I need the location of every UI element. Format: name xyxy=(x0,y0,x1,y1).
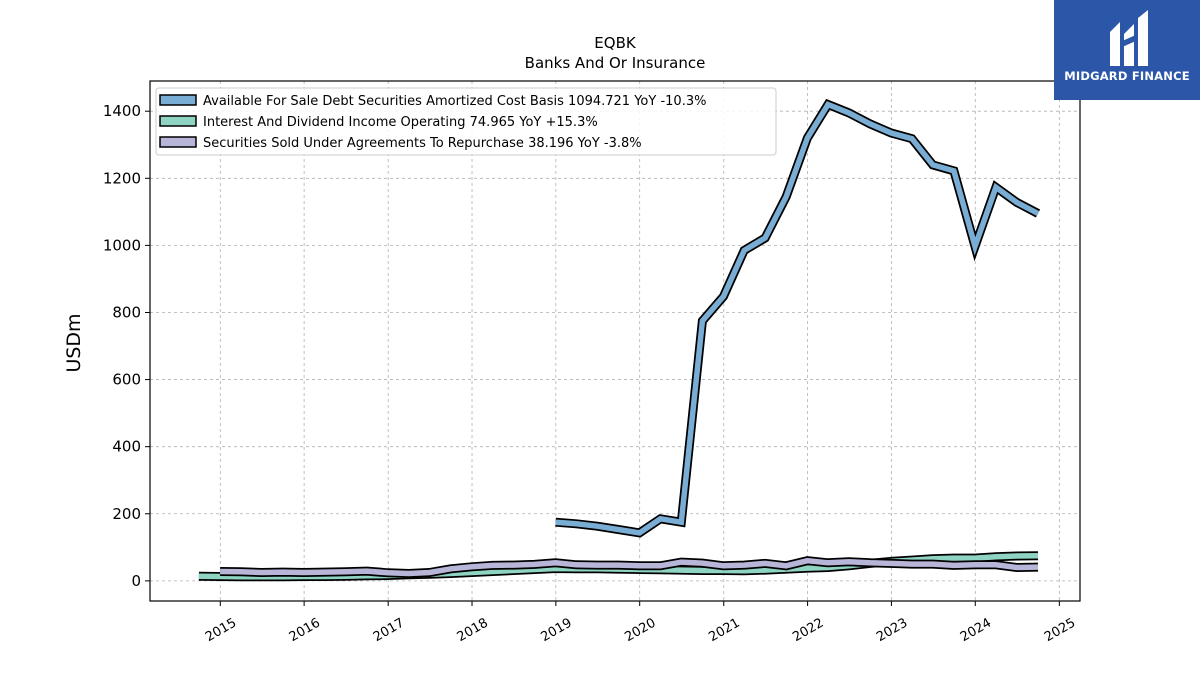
x-tick-label: 2022 xyxy=(790,616,826,646)
x-tick-label: 2023 xyxy=(874,616,910,646)
chart-title: EQBK xyxy=(594,34,637,52)
series-layer xyxy=(198,98,1041,582)
legend-box xyxy=(155,87,777,156)
series-1 xyxy=(555,98,1041,538)
x-tick-label: 2025 xyxy=(1042,616,1078,646)
y-tick-label: 1400 xyxy=(103,102,141,120)
x-tick-label: 2019 xyxy=(539,616,575,646)
y-axis-label: USDm xyxy=(63,313,85,372)
legend-swatch xyxy=(159,136,197,148)
y-tick-label: 800 xyxy=(112,303,141,321)
x-tick-label: 2018 xyxy=(455,616,491,646)
y-tick-label: 200 xyxy=(112,505,141,523)
series-line xyxy=(220,557,1039,577)
series-line xyxy=(555,101,1040,536)
legend-swatch xyxy=(159,94,197,106)
legend-label: Available For Sale Debt Securities Amort… xyxy=(203,94,706,109)
legend-label: Securities Sold Under Agreements To Repu… xyxy=(203,136,642,151)
y-tick-label: 600 xyxy=(112,371,141,389)
series-3 xyxy=(220,556,1039,579)
y-tick-label: 1000 xyxy=(103,236,141,254)
x-tick-label: 2017 xyxy=(371,616,407,646)
legend-label: Interest And Dividend Income Operating 7… xyxy=(203,115,598,130)
plot-frame xyxy=(149,80,1081,602)
grid xyxy=(150,81,1080,601)
y-tick-label: 1200 xyxy=(103,169,141,187)
brand-logo: MIDGARD FINANCE xyxy=(1054,0,1200,100)
x-tick-label: 2020 xyxy=(622,616,658,646)
brand-logo-mark-icon xyxy=(1110,10,1148,66)
x-tick-label: 2016 xyxy=(287,616,323,646)
legend-entry: Interest And Dividend Income Operating 7… xyxy=(159,115,598,130)
legend: Available For Sale Debt Securities Amort… xyxy=(155,87,777,156)
x-axis: 2015 2016 2017 2018 2019 2020 2021 2022 2023 2024… xyxy=(203,601,1078,645)
y-tick-label: 0 xyxy=(131,572,141,590)
y-tick-label: 400 xyxy=(112,438,141,456)
x-tick-label: 2024 xyxy=(958,616,994,646)
legend-swatch xyxy=(159,115,197,127)
x-tick-label: 2015 xyxy=(203,616,239,646)
brand-name: MIDGARD FINANCE xyxy=(1064,69,1190,83)
x-tick-label: 2021 xyxy=(706,616,742,646)
legend-entry: Securities Sold Under Agreements To Repu… xyxy=(159,136,642,151)
legend-entry: Available For Sale Debt Securities Amort… xyxy=(159,94,706,109)
chart-subtitle: Banks And Or Insurance xyxy=(525,54,706,72)
y-axis: 0 200 400 600 800 1000 1200 1400 xyxy=(103,102,150,590)
